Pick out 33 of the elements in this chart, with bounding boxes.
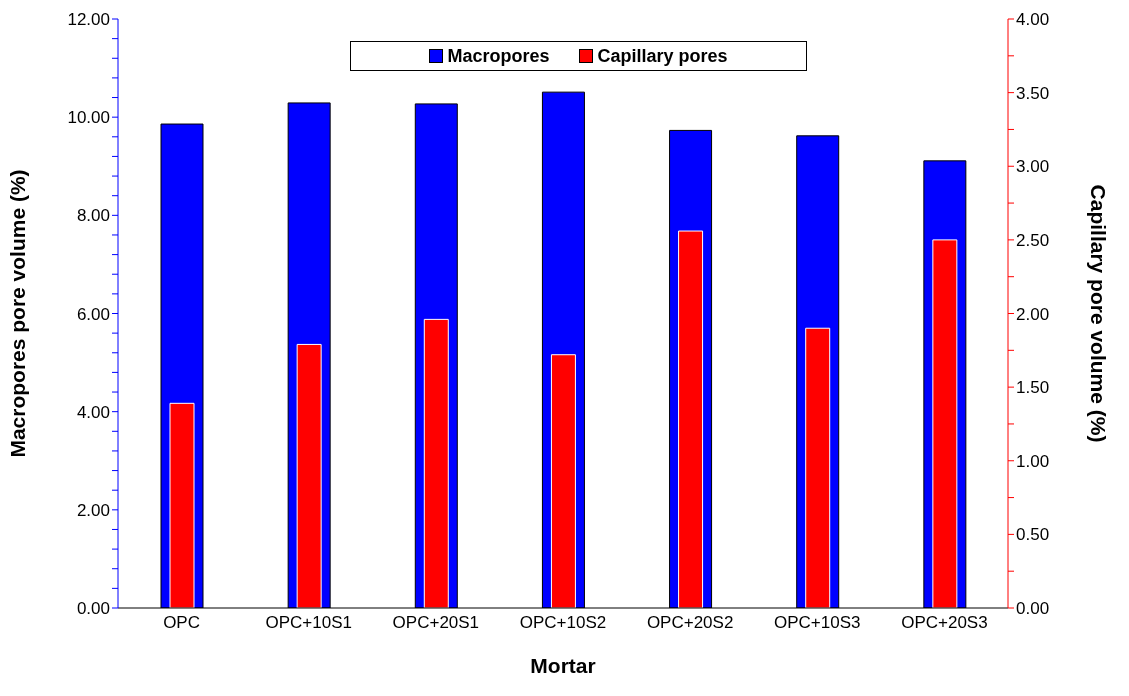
y-tick-label: 8.00 [76,206,110,226]
x-tick-label: OPC+10S1 [265,613,352,633]
y2-tick-label: 1.50 [1016,378,1050,398]
y2-tick-label: 2.50 [1016,230,1050,250]
legend-label: Macropores [447,45,550,67]
y2-tick-label: 2.00 [1016,304,1050,324]
y2-tick-label: 0.50 [1016,525,1050,545]
y2-tick-label: 0.00 [1016,599,1050,619]
y-axis-title: Macropores pore volume (%) [6,169,30,458]
x-tick-label: OPC+20S1 [392,613,480,633]
x-tick-label: OPC+10S3 [774,613,861,633]
bar [169,402,195,608]
x-tick-label: OPC+10S2 [519,613,607,633]
y-tick-label: 12.00 [67,10,110,30]
y-tick-label: 2.00 [76,500,110,520]
x-tick-label: OPC+20S2 [646,613,734,633]
y-tick-label: 6.00 [76,304,110,324]
bar [550,354,576,608]
bar [296,343,322,608]
legend-label: Capillary pores [597,45,728,67]
x-tick-label: OPC [163,613,200,633]
y-tick-label: 4.00 [76,402,110,422]
y2-tick-label: 4.00 [1016,10,1050,30]
y-tick-label: 0.00 [76,599,110,619]
x-tick-label: OPC+20S3 [901,613,988,633]
x-axis-title: Mortar [530,654,596,677]
y2-tick-label: 3.50 [1016,83,1050,103]
y-tick-label: 10.00 [67,108,110,128]
bar [423,318,449,608]
y2-axis-title: Capillary pore volume (%) [1086,184,1110,443]
y2-tick-label: 1.00 [1016,451,1050,471]
y2-tick-label: 3.00 [1016,157,1050,177]
bar [805,327,831,608]
